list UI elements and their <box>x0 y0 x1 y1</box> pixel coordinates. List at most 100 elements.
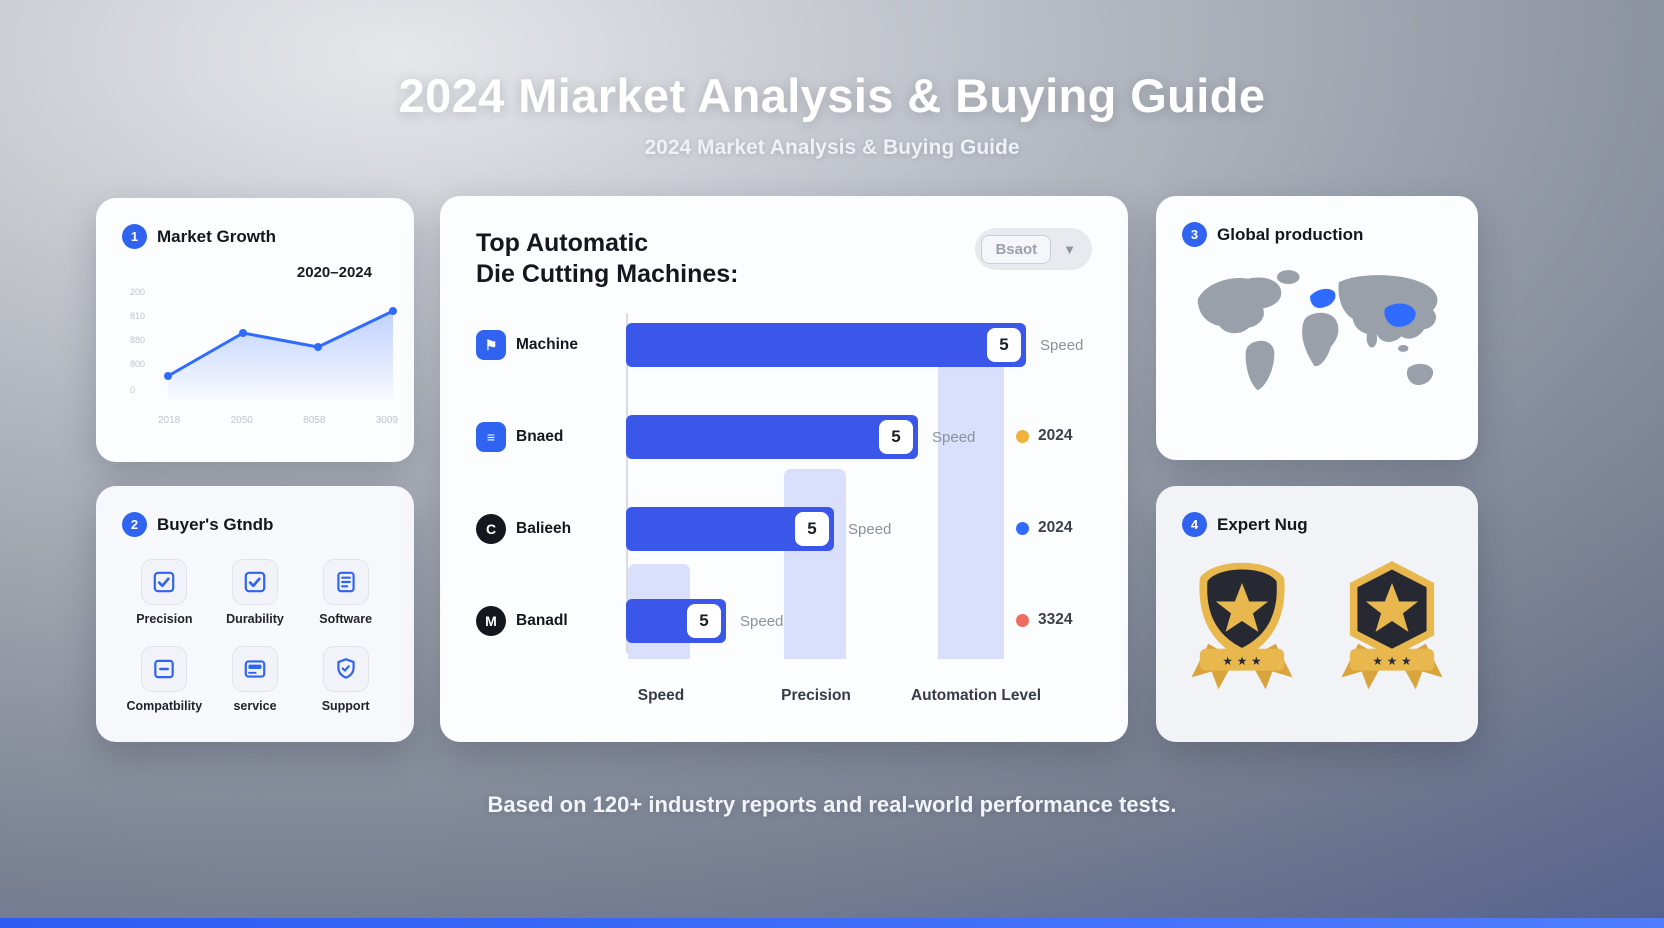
footer-note: Based on 120+ industry reports and real-… <box>487 792 1177 817</box>
growth-x-tick: 2050 <box>230 415 253 426</box>
legend-item: 3324 <box>1016 611 1072 629</box>
region-india <box>1366 328 1378 348</box>
hexagon-star-award-icon: ★ ★ ★ <box>1341 561 1443 690</box>
growth-y-tick: 810 <box>130 311 146 321</box>
checkbox-check-icon <box>141 559 188 605</box>
buyers-guide-title: Buyer's Gtndb <box>157 514 274 534</box>
machine-row: ⚑ Machine 5 Speed <box>476 317 1092 373</box>
legend-item: 2024 <box>1016 519 1072 537</box>
guide-item-precision: Precision <box>122 559 207 626</box>
x-axis-label: Speed <box>637 687 685 704</box>
page-header: 2024 Miarket Analysis & Buying Guide 202… <box>0 68 1664 160</box>
svg-text:★ ★ ★: ★ ★ ★ <box>1222 654 1261 668</box>
region-southeast-asia <box>1398 344 1409 352</box>
bar-rows: ⚑ Machine 5 Speed ≡ Bnaed 5 Speed C Balieeh 5 Speed… <box>476 317 1092 649</box>
guide-item-service: service <box>213 646 298 713</box>
x-axis-label: Automation Level <box>910 687 1042 704</box>
background-column-precision <box>784 469 846 659</box>
growth-x-tick: 3009 <box>375 415 398 426</box>
growth-y-tick: 800 <box>130 359 146 369</box>
number-badge: 1 <box>122 224 147 249</box>
y-axis-line <box>626 313 628 653</box>
machine-name: Balieeh <box>516 520 572 537</box>
machine-label: ⚑ Machine <box>476 330 626 360</box>
growth-x-tick: 2018 <box>158 415 181 426</box>
machine-name: Machine <box>516 336 579 353</box>
machine-name: Bnaed <box>516 428 564 445</box>
market-growth-header: 1 Market Growth <box>122 224 388 249</box>
continent-greenland <box>1276 270 1300 284</box>
continent-africa <box>1302 312 1339 367</box>
x-axis-label: Precision <box>781 687 851 704</box>
global-production-title: Global production <box>1217 224 1364 244</box>
machine-label: M Banadl <box>476 606 626 636</box>
svg-text:★ ★ ★: ★ ★ ★ <box>1372 654 1411 668</box>
score-bar: 5 <box>626 507 834 551</box>
market-growth-title: Market Growth <box>157 226 277 246</box>
highlight-europe <box>1310 288 1336 308</box>
m-circle-icon: M <box>476 606 506 636</box>
box-minus-icon <box>141 646 188 692</box>
bar-area: 5 Speed <box>626 415 1092 459</box>
world-map <box>1197 270 1438 391</box>
card-square-icon: ≡ <box>476 422 506 452</box>
bar-suffix-label: Speed <box>932 428 976 446</box>
guide-item-label: Durability <box>226 612 284 626</box>
sort-dropdown[interactable]: Bsaot ▼ <box>975 228 1092 270</box>
bar-suffix-label: Speed <box>848 520 892 538</box>
growth-range-label: 2020–2024 <box>296 264 372 281</box>
guide-item-label: Precision <box>136 612 193 626</box>
document-lines-icon <box>322 559 369 605</box>
machines-chart-area: ⚑ Machine 5 Speed ≡ Bnaed 5 Speed C Balieeh 5 Speed… <box>476 313 1092 711</box>
bar-area: 5 Speed <box>626 599 1092 643</box>
legend-item: 2024 <box>1016 427 1072 445</box>
shield-icon <box>322 646 369 692</box>
expert-card: 4 Expert Nug ★ ★ ★ ★ ★ ★ <box>1156 486 1478 742</box>
continent-south-america <box>1245 340 1275 391</box>
global-production-header: 3 Global production <box>1182 222 1452 247</box>
page-title: 2024 Miarket Analysis & Buying Guide <box>398 69 1266 122</box>
bottom-accent-bar <box>0 918 1664 928</box>
score-bar: 5 <box>626 323 1026 367</box>
guide-item-support: Support <box>303 646 388 713</box>
continent-north-america <box>1197 277 1282 334</box>
number-badge: 4 <box>1182 512 1207 537</box>
c-circle-icon: C <box>476 514 506 544</box>
score-bar: 5 <box>626 415 918 459</box>
world-map-wrap <box>1182 259 1452 417</box>
growth-y-tick: 200 <box>130 287 146 297</box>
guide-item-label: Software <box>319 612 373 626</box>
machines-card: Top Automatic Die Cutting Machines: Bsao… <box>440 196 1128 742</box>
chevron-down-icon: ▼ <box>1063 241 1076 257</box>
machine-row: M Banadl 5 Speed <box>476 593 1092 649</box>
shield-star-award-icon: ★ ★ ★ <box>1191 562 1293 690</box>
legend-dot <box>1016 521 1029 535</box>
guide-item-label: Compatbility <box>126 699 203 713</box>
guide-item-compatbility: Compatbility <box>122 646 207 713</box>
growth-chart-wrap: 200 810 880 800 0 <box>122 285 397 411</box>
buyers-guide-card: 2 Buyer's Gtndb Precision Durability Softw… <box>96 486 414 742</box>
number-badge: 3 <box>1182 222 1207 247</box>
machine-label: C Balieeh <box>476 514 626 544</box>
award-badges-row: ★ ★ ★ ★ ★ ★ <box>1182 551 1452 701</box>
global-production-card: 3 Global production <box>1156 196 1478 460</box>
score-bar: 5 <box>626 599 726 643</box>
number-badge: 2 <box>122 512 147 537</box>
legend-dot <box>1016 613 1029 627</box>
machine-name: Banadl <box>516 612 568 629</box>
bar-suffix-label: Speed <box>740 612 784 630</box>
legend-dot <box>1016 429 1029 443</box>
sort-dropdown-label: Bsaot <box>981 234 1052 264</box>
buyers-guide-header: 2 Buyer's Gtndb <box>122 512 388 537</box>
guide-item-software: Software <box>303 559 388 626</box>
bar-value: 5 <box>879 420 913 454</box>
growth-y-tick: 0 <box>130 385 136 395</box>
growth-x-ticks: 2018 2050 8058 3009 <box>158 415 398 426</box>
legend-label: 2024 <box>1038 427 1073 444</box>
expert-title: Expert Nug <box>1217 514 1308 534</box>
legend-label: 3324 <box>1038 611 1073 628</box>
machine-label: ≡ Bnaed <box>476 422 626 452</box>
machine-row: C Balieeh 5 Speed <box>476 501 1092 557</box>
buyers-guide-grid: Precision Durability Software Compatbility s… <box>122 559 388 713</box>
